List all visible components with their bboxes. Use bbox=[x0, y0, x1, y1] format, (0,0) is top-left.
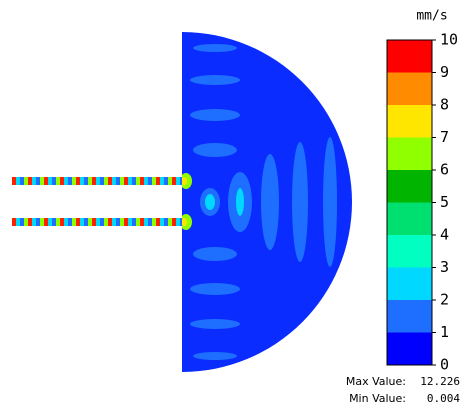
colorbar-bin bbox=[387, 105, 432, 138]
tick-label: 8 bbox=[440, 96, 449, 114]
tick-label: 9 bbox=[440, 63, 449, 81]
tick-label: 4 bbox=[440, 226, 449, 244]
max-value: 12.226 bbox=[420, 375, 460, 388]
tick-label: 2 bbox=[440, 291, 449, 309]
colorbar-bin bbox=[387, 300, 432, 333]
tick-label: 0 bbox=[440, 356, 449, 374]
colorbar-unit: mm/s bbox=[416, 9, 447, 24]
tick-label: 1 bbox=[440, 323, 449, 341]
min-value: 0.004 bbox=[427, 392, 460, 405]
tick-label: 3 bbox=[440, 258, 449, 276]
colorbar-bin bbox=[387, 235, 432, 268]
colorbar-bin bbox=[387, 170, 432, 203]
tick-label: 10 bbox=[440, 31, 458, 49]
max-label: Max Value: bbox=[346, 375, 406, 388]
min-label: Min Value: bbox=[349, 392, 406, 405]
tick-label: 6 bbox=[440, 161, 449, 179]
colorbar-bin bbox=[387, 332, 432, 365]
channel bbox=[12, 218, 182, 226]
colorbar-bin bbox=[387, 137, 432, 170]
channel bbox=[12, 177, 182, 185]
colorbar-bin bbox=[387, 40, 432, 73]
tick-label: 5 bbox=[440, 193, 449, 211]
tick-label: 7 bbox=[440, 128, 449, 146]
colorbar-bin bbox=[387, 72, 432, 105]
colorbar-bin bbox=[387, 202, 432, 235]
colorbar-bin bbox=[387, 267, 432, 300]
field-plot bbox=[12, 32, 352, 372]
colorbar: 0 1 2 3 4 5 6 7 8 9 10 bbox=[386, 31, 458, 374]
wave-fronts bbox=[182, 44, 337, 360]
